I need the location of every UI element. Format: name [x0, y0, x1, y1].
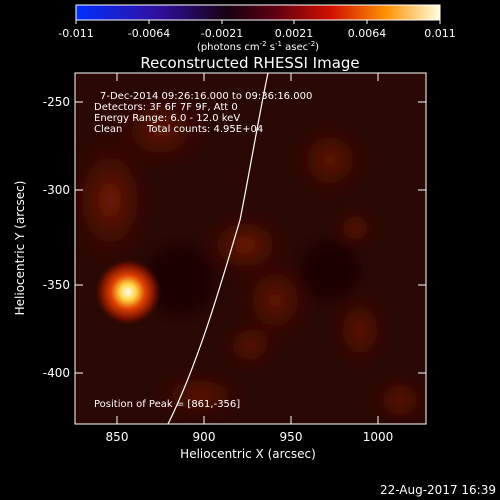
plot-frame	[74, 72, 427, 425]
x-tick-850: 850	[106, 430, 129, 444]
solar-limb-curve	[167, 73, 269, 424]
colorbar-ticks	[75, 20, 441, 24]
colorbar-tick-3: 0.0021	[275, 27, 314, 40]
colorbar-tick-0: -0.011	[58, 27, 93, 40]
y-tick-250: -250	[43, 95, 70, 109]
y-tick-300: -300	[43, 183, 70, 197]
colorbar-tick-2: -0.0021	[201, 27, 243, 40]
info-detectors: Detectors: 3F 6F 7F 9F, Att 0	[94, 102, 238, 113]
x-axis-label: Heliocentric X (arcsec)	[180, 447, 316, 461]
info-clean: Clean	[94, 124, 122, 135]
x-tick-950: 950	[280, 430, 303, 444]
x-tick-1000: 1000	[363, 430, 394, 444]
info-total-counts: Total counts: 4.95E+04	[146, 124, 263, 135]
peak-position-label: Position of Peak = [861,-356]	[94, 399, 240, 410]
y-axis-label: Heliocentric Y (arcsec)	[13, 181, 27, 316]
colorbar-unit-label: (photons cm-2 s-1 asec-2)	[197, 40, 319, 53]
image-title: Reconstructed RHESSI Image	[140, 54, 359, 72]
colorbar	[75, 4, 441, 21]
y-tick-350: -350	[43, 278, 70, 292]
colorbar-tick-5: 0.011	[424, 27, 456, 40]
x-tick-900: 900	[193, 430, 216, 444]
y-tick-400: -400	[43, 366, 70, 380]
colorbar-tick-4: 0.0064	[348, 27, 387, 40]
info-time-range: 7-Dec-2014 09:26:16.000 to 09:36:16.000	[100, 91, 312, 102]
rhessi-image	[75, 73, 426, 424]
colorbar-tick-1: -0.0064	[128, 27, 170, 40]
timestamp: 22-Aug-2017 16:39	[380, 483, 496, 497]
peak-source	[94, 258, 162, 326]
info-energy-range: Energy Range: 6.0 - 12.0 keV	[94, 113, 240, 124]
axis-ticks	[75, 73, 426, 424]
